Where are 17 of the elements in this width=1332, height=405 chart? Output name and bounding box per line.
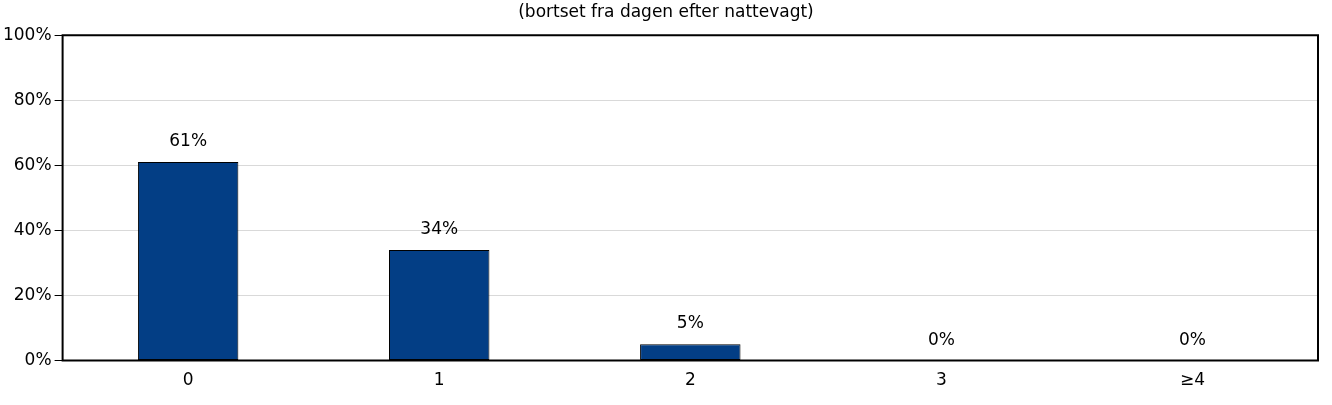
data-label: 34% [420,217,459,238]
y-tick-label: 60% [13,153,52,174]
x-tick-label: ≥4 [1179,369,1205,390]
x-tick-label: 1 [433,369,445,390]
x-tick-label: 3 [935,369,947,390]
y-tick-label: 20% [13,283,52,304]
data-label: 0% [927,328,955,349]
data-label: 5% [676,312,704,333]
y-tick-label: 40% [13,218,52,239]
x-tick-label: 2 [684,369,696,390]
data-label: 61% [169,130,208,151]
chart-subtitle: (bortset fra dagen efter nattevagt) [517,0,815,22]
data-label: 0% [1178,328,1206,349]
x-tick-label: 0 [182,369,194,390]
y-tick-label: 0% [24,349,52,370]
y-tick-label: 100% [2,23,52,44]
y-tick-label: 80% [13,88,52,109]
